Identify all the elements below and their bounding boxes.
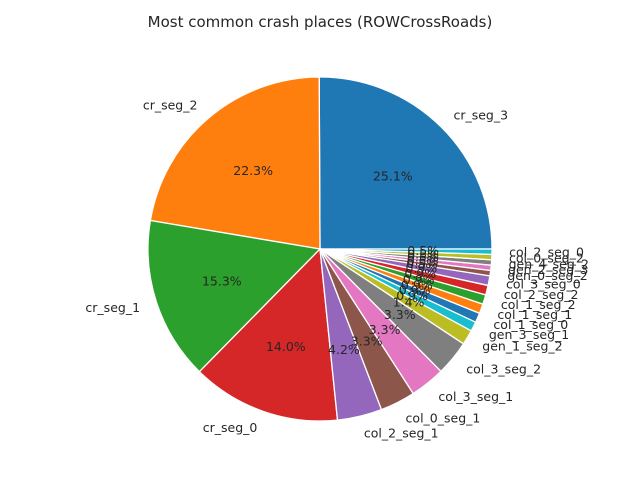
slice-category-label: cr_seg_0 xyxy=(203,420,258,435)
slice-category-label: gen_4_seg_2 xyxy=(509,256,589,271)
slice-percent-label: 15.3% xyxy=(202,273,242,288)
slice-category-label: col_3_seg_2 xyxy=(466,362,541,377)
slice-percent-label: 0.5% xyxy=(406,256,438,271)
slice-percent-label: 0.9% xyxy=(396,288,428,303)
slice-category-label: cr_seg_3 xyxy=(453,107,508,122)
pie-category-labels: cr_seg_3 cr_seg_2 cr_seg_1 cr_seg_0 col_2_se… xyxy=(85,97,589,440)
slice-percent-label: 22.3% xyxy=(233,163,273,178)
slice-percent-label: 0.9% xyxy=(401,277,433,292)
slice-percent-label: 0.5% xyxy=(407,243,439,258)
pie-percent-labels: 25.1%22.3%15.3%14.0% 4.2%3.3%3.3%3.3%1.4%… xyxy=(202,163,439,357)
slice-percent-label: 0.5% xyxy=(407,250,439,265)
slice-percent-label: 0.5% xyxy=(407,253,439,268)
slice-percent-label: 0.9% xyxy=(406,261,438,276)
slice-category-label: col_1_seg_0 xyxy=(493,317,568,332)
slice-category-label: col_0_seg_2 xyxy=(509,250,584,265)
slice-category-label: gen_3_seg_1 xyxy=(489,327,569,342)
slice-category-label: col_2_seg_0 xyxy=(509,244,584,259)
slice-category-label: col_2_seg_1 xyxy=(364,426,439,441)
slice-percent-label: 3.3% xyxy=(384,307,416,322)
slice-category-label: col_3_seg_0 xyxy=(506,276,581,291)
slice-percent-label: 3.3% xyxy=(351,334,383,349)
slice-category-label: col_2_seg_2 xyxy=(504,287,579,302)
pie-slices xyxy=(147,76,493,422)
slice-category-label: col_3_seg_1 xyxy=(438,389,513,404)
slice-category-label: col_1_seg_2 xyxy=(501,297,576,312)
slice-category-label: cr_seg_1 xyxy=(85,300,140,315)
slice-percent-label: 25.1% xyxy=(373,168,413,183)
chart-title: Most common crash places (ROWCrossRoads) xyxy=(148,13,493,31)
slice-percent-label: 0.9% xyxy=(399,283,431,298)
slice-category-label: col_0_seg_1 xyxy=(406,410,481,425)
slice-percent-label: 0.9% xyxy=(404,266,436,281)
slice-category-label: gen_2_seg_3 xyxy=(508,262,588,277)
pie-slice xyxy=(198,247,339,422)
pie-slice xyxy=(318,76,493,250)
slice-percent-label: 0.9% xyxy=(403,272,435,287)
slice-percent-label: 0.5% xyxy=(407,246,439,261)
slice-category-label: cr_seg_2 xyxy=(143,97,198,112)
slice-percent-label: 14.0% xyxy=(266,339,306,354)
slice-percent-label: 3.3% xyxy=(369,322,401,337)
pie-slice xyxy=(319,248,493,256)
slice-category-label: col_1_seg_1 xyxy=(497,307,572,322)
slice-percent-label: 4.2% xyxy=(328,342,360,357)
pie-slice xyxy=(147,219,322,373)
slice-category-label: gen_0_seg_2 xyxy=(507,268,587,283)
slice-category-label: gen_1_seg_2 xyxy=(482,339,562,354)
slice-percent-label: 1.4% xyxy=(393,295,425,310)
pie-slice xyxy=(149,76,321,250)
